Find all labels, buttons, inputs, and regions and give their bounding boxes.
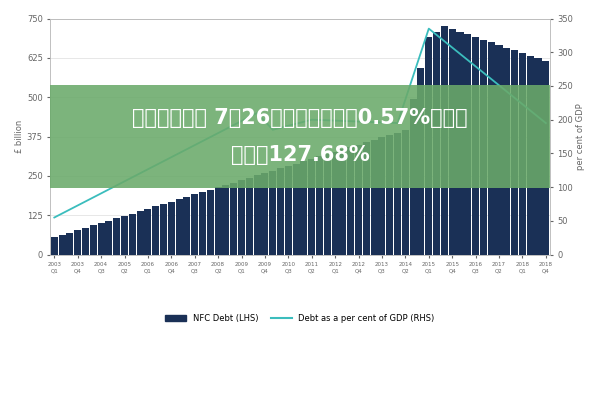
Bar: [262, 173, 268, 255]
Bar: [113, 218, 120, 255]
Bar: [199, 192, 206, 255]
Bar: [121, 216, 128, 255]
Bar: [152, 206, 159, 255]
Bar: [464, 34, 472, 255]
Bar: [308, 159, 315, 255]
Text: 溢价率127.68%: 溢价率127.68%: [230, 145, 370, 165]
Text: 邯郸股票配资 7月26日阿拉转债上涨0.57%，转股: 邯郸股票配资 7月26日阿拉转债上涨0.57%，转股: [132, 108, 468, 128]
Bar: [519, 53, 526, 255]
Bar: [472, 37, 479, 255]
Bar: [371, 140, 377, 255]
Bar: [340, 149, 346, 255]
Bar: [496, 45, 503, 255]
Legend: NFC Debt (LHS), Debt as a per cent of GDP (RHS): NFC Debt (LHS), Debt as a per cent of GD…: [162, 310, 438, 326]
Bar: [511, 50, 518, 255]
Bar: [51, 237, 58, 255]
Bar: [184, 197, 190, 255]
Bar: [277, 168, 284, 255]
Bar: [410, 99, 416, 255]
Bar: [74, 230, 81, 255]
Bar: [285, 166, 292, 255]
Bar: [425, 37, 432, 255]
Bar: [488, 42, 495, 255]
Bar: [215, 187, 221, 255]
Bar: [129, 214, 136, 255]
Bar: [347, 147, 354, 255]
Bar: [246, 178, 253, 255]
Bar: [379, 137, 385, 255]
Bar: [316, 156, 323, 255]
Bar: [269, 171, 276, 255]
Bar: [106, 221, 112, 255]
Bar: [386, 135, 393, 255]
Bar: [254, 176, 260, 255]
Y-axis label: per cent of GDP: per cent of GDP: [576, 103, 585, 170]
Bar: [503, 48, 511, 255]
Bar: [207, 190, 214, 255]
Bar: [535, 58, 542, 255]
Bar: [355, 144, 362, 255]
Bar: [394, 133, 401, 255]
Bar: [402, 130, 409, 255]
Bar: [480, 40, 487, 255]
Bar: [145, 209, 151, 255]
Bar: [59, 235, 65, 255]
Bar: [441, 26, 448, 255]
Bar: [90, 225, 97, 255]
Bar: [418, 68, 424, 255]
Bar: [238, 180, 245, 255]
Bar: [191, 194, 198, 255]
Bar: [363, 142, 370, 255]
Bar: [457, 32, 464, 255]
Bar: [137, 211, 143, 255]
Bar: [527, 56, 534, 255]
Bar: [301, 161, 307, 255]
Bar: [230, 182, 237, 255]
Bar: [542, 61, 550, 255]
Bar: [223, 185, 229, 255]
Bar: [98, 223, 104, 255]
Bar: [449, 29, 456, 255]
Bar: [67, 232, 73, 255]
Y-axis label: £ billion: £ billion: [15, 120, 24, 153]
Bar: [168, 202, 175, 255]
Bar: [160, 204, 167, 255]
Bar: [293, 164, 299, 255]
Bar: [433, 32, 440, 255]
Bar: [82, 228, 89, 255]
Bar: [332, 152, 338, 255]
Bar: [324, 154, 331, 255]
Bar: [176, 199, 182, 255]
